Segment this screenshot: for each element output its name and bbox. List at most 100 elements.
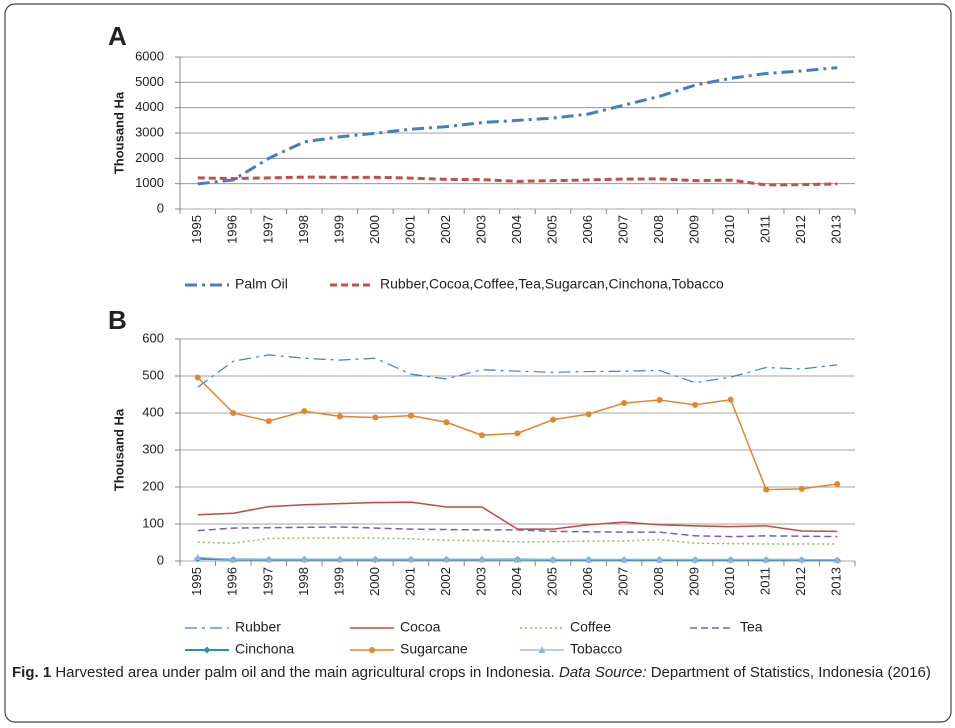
- x-tick-label: 2002: [438, 567, 453, 596]
- y-tick-label: 2000: [135, 150, 164, 165]
- x-tick-label: 2013: [829, 567, 844, 596]
- marker: [301, 408, 308, 415]
- x-tick-label: 2009: [687, 215, 702, 244]
- x-tick-label: 2013: [829, 215, 844, 244]
- x-tick-label: 2008: [651, 215, 666, 244]
- marker: [656, 397, 663, 404]
- x-tick-label: 2005: [544, 215, 559, 244]
- marker: [549, 556, 557, 563]
- x-tick-label: 1999: [331, 567, 346, 596]
- x-tick-label: 1996: [225, 567, 240, 596]
- y-tick-label: 6000: [135, 48, 164, 63]
- marker: [442, 555, 450, 563]
- marker: [203, 646, 211, 654]
- marker: [407, 555, 415, 563]
- x-tick-label: 2002: [438, 215, 453, 244]
- marker: [265, 555, 273, 563]
- marker: [621, 400, 628, 407]
- legend-label: Coffee: [570, 619, 611, 635]
- x-tick-label: 2011: [758, 215, 773, 243]
- x-tick-label: 2008: [651, 567, 666, 596]
- marker: [336, 413, 343, 420]
- marker: [443, 419, 450, 426]
- marker: [550, 416, 557, 423]
- caption-label: Fig. 1: [12, 664, 52, 681]
- marker: [372, 414, 379, 421]
- marker: [514, 556, 521, 563]
- x-tick-label: 2010: [722, 567, 737, 596]
- legend-label: Sugarcane: [400, 641, 468, 657]
- marker: [585, 411, 592, 418]
- marker: [229, 556, 237, 563]
- x-tick-label: 2001: [402, 567, 417, 596]
- legend-label: Rubber: [235, 619, 281, 635]
- marker: [691, 556, 699, 563]
- series-line: [197, 526, 838, 538]
- marker: [538, 646, 546, 653]
- legend-label: Cinchona: [235, 641, 294, 657]
- y-tick-label: 0: [157, 200, 164, 215]
- panel-label: A: [108, 21, 127, 51]
- marker: [798, 556, 806, 563]
- caption: Fig. 1 Harvested area under palm oil and…: [12, 662, 947, 684]
- x-tick-label: 2006: [580, 567, 595, 596]
- marker: [834, 481, 841, 488]
- x-tick-label: 1995: [189, 215, 204, 244]
- marker: [514, 430, 521, 437]
- legend-label: Palm Oil: [235, 276, 288, 292]
- y-axis-title: Thousand Ha: [111, 91, 126, 174]
- y-tick-label: 0: [157, 552, 164, 567]
- x-tick-label: 2012: [793, 215, 808, 244]
- marker: [656, 556, 664, 563]
- marker: [265, 418, 272, 425]
- x-tick-label: 1998: [296, 567, 311, 596]
- series-line: [197, 354, 838, 388]
- marker: [194, 374, 201, 381]
- series-line: [197, 501, 838, 533]
- caption-source: Department of Statistics, Indonesia (201…: [650, 664, 931, 681]
- caption-text: Harvested area under palm oil and the ma…: [55, 664, 555, 681]
- x-tick-label: 2011: [758, 567, 773, 595]
- marker: [762, 556, 770, 563]
- y-tick-label: 400: [142, 404, 164, 419]
- x-tick-label: 1999: [331, 215, 346, 244]
- marker: [230, 410, 237, 416]
- marker: [798, 485, 805, 492]
- caption-source-label: Data Source:: [558, 664, 647, 681]
- legend-label: Tea: [740, 619, 763, 635]
- series-line: [197, 66, 838, 186]
- marker: [478, 555, 486, 563]
- y-tick-label: 1000: [135, 175, 164, 190]
- marker: [833, 556, 841, 563]
- x-tick-label: 2009: [687, 567, 702, 596]
- x-tick-label: 2005: [544, 567, 559, 596]
- x-tick-label: 2003: [473, 567, 488, 596]
- x-tick-label: 1998: [296, 215, 311, 244]
- marker: [727, 396, 734, 403]
- x-tick-label: 2004: [509, 567, 524, 596]
- legend-label: Cocoa: [400, 619, 441, 635]
- marker: [407, 412, 414, 419]
- x-tick-label: 1997: [260, 567, 275, 596]
- y-tick-label: 100: [142, 515, 164, 530]
- marker: [692, 401, 699, 408]
- y-tick-label: 300: [142, 441, 164, 456]
- y-axis-title: Thousand Ha: [111, 408, 126, 491]
- x-tick-label: 1997: [260, 215, 275, 244]
- marker: [727, 556, 735, 563]
- x-tick-label: 2000: [367, 567, 382, 596]
- x-tick-label: 2001: [402, 215, 417, 244]
- x-tick-label: 2004: [509, 215, 524, 244]
- y-tick-label: 3000: [135, 124, 164, 139]
- marker: [585, 556, 593, 563]
- x-tick-label: 2012: [793, 567, 808, 596]
- x-tick-label: 1995: [189, 567, 204, 596]
- legend-label: Rubber,Cocoa,Coffee,Tea,Sugarcan,Cinchon…: [380, 276, 724, 292]
- series-line: [197, 537, 838, 545]
- x-tick-label: 2003: [473, 215, 488, 244]
- marker: [336, 555, 344, 563]
- y-tick-label: 4000: [135, 99, 164, 114]
- y-tick-label: 5000: [135, 74, 164, 89]
